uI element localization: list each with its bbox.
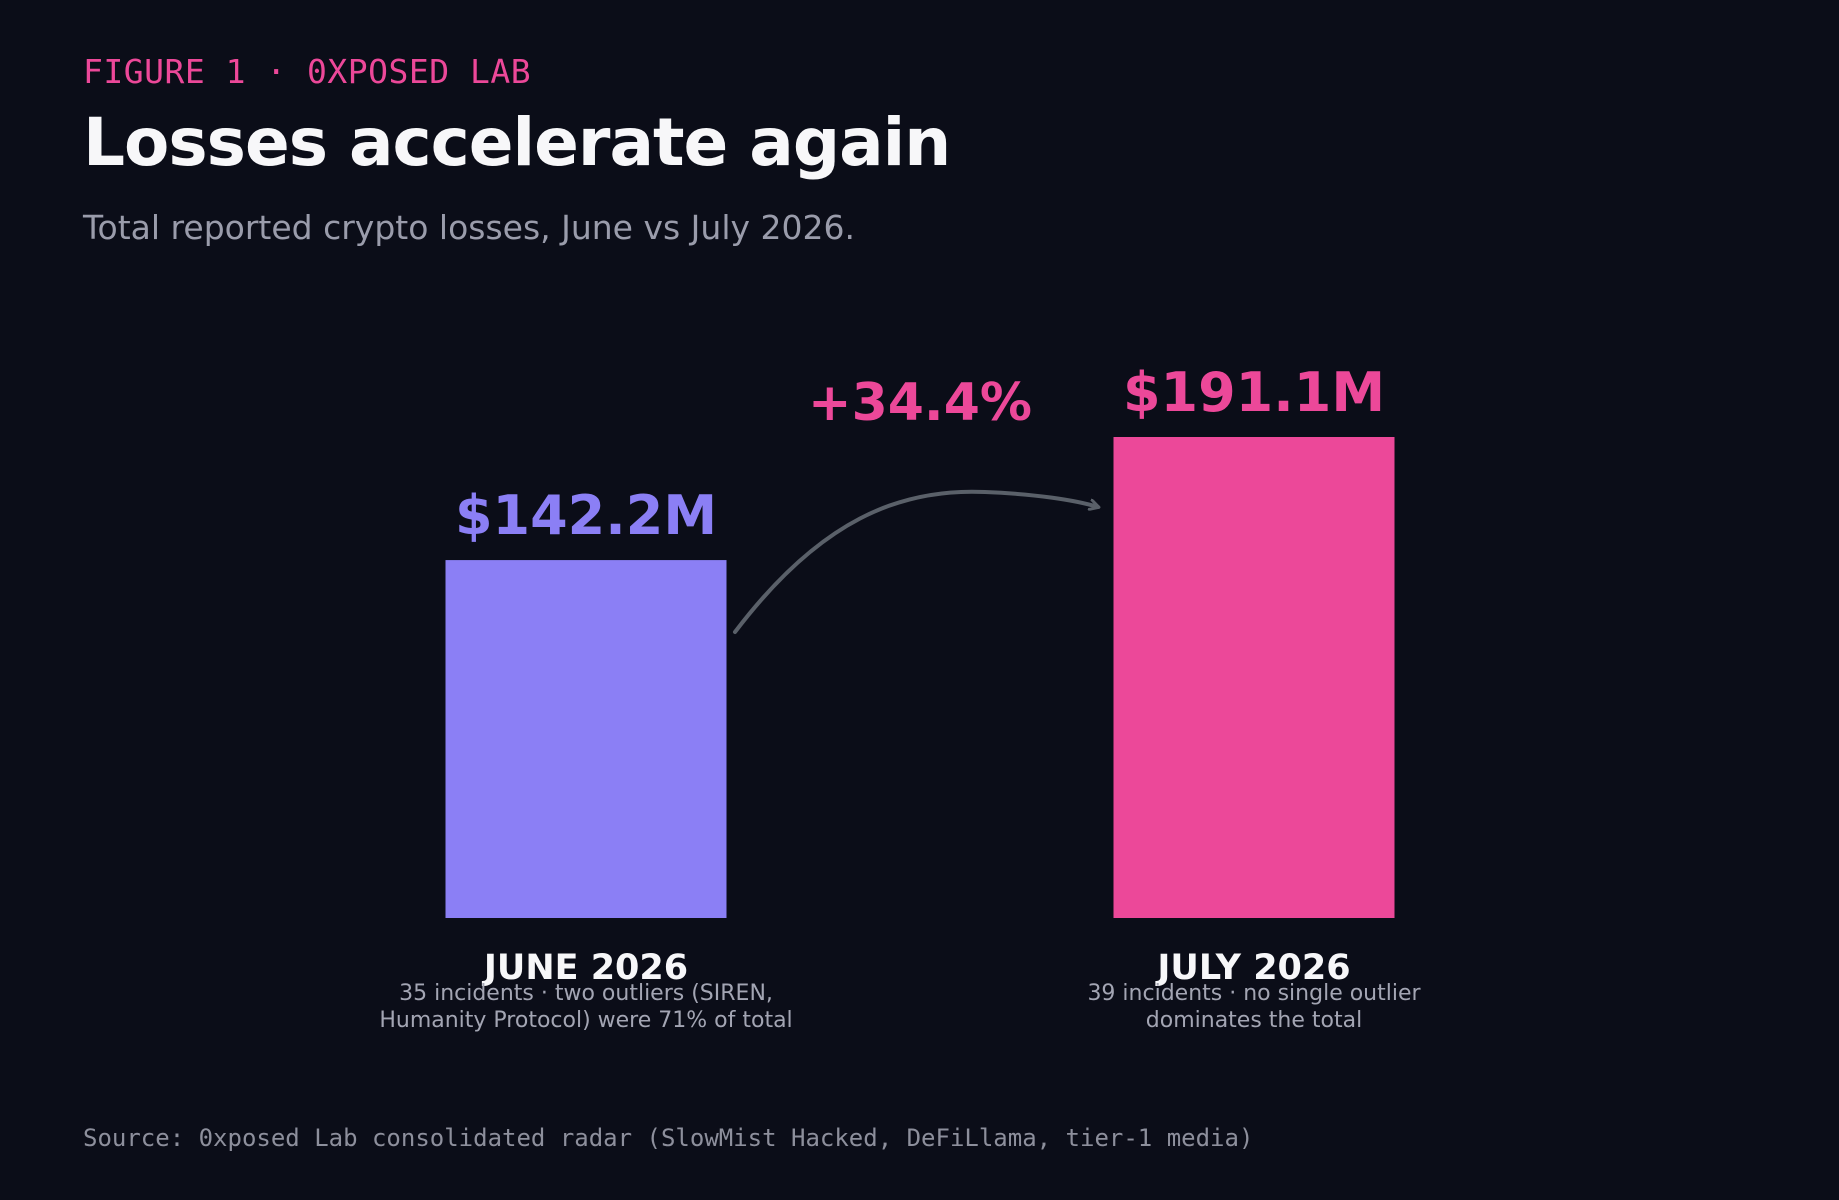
note-label-june-2026-1: 35 incidents · two outliers (SIREN, — [399, 981, 773, 1006]
figure-eyebrow: FIGURE 1 · 0XPOSED LAB — [83, 52, 532, 91]
value-label-july-2026: $191.1M — [1123, 361, 1385, 424]
bar-june-2026 — [445, 560, 727, 918]
note-label-june-2026-2: Humanity Protocol) were 71% of total — [379, 1008, 792, 1033]
note-label-july-2026-1: 39 incidents · no single outlier — [1087, 981, 1421, 1006]
change-arrow-icon — [733, 489, 1098, 634]
change-percent-label: +34.4% — [808, 373, 1032, 433]
note-label-july-2026-2: dominates the total — [1146, 1008, 1362, 1033]
source-note: Source: 0xposed Lab consolidated radar (… — [83, 1124, 1254, 1152]
chart-subtitle: Total reported crypto losses, June vs Ju… — [83, 208, 855, 247]
chart-title: Losses accelerate again — [83, 104, 951, 181]
value-label-june-2026: $142.2M — [455, 484, 717, 547]
category-label-july-2026: JULY 2026 — [1155, 948, 1350, 988]
category-label-june-2026: JUNE 2026 — [482, 948, 688, 988]
bar-july-2026 — [1113, 437, 1395, 918]
